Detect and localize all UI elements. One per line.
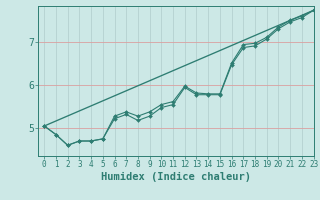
X-axis label: Humidex (Indice chaleur): Humidex (Indice chaleur) [101,172,251,182]
